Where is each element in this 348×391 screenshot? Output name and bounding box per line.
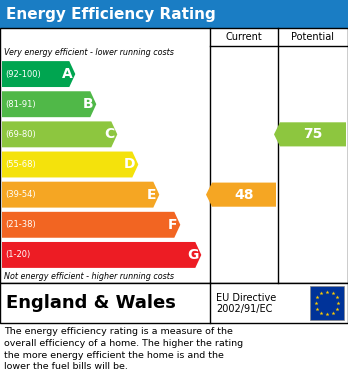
Text: G: G <box>187 248 198 262</box>
Text: Not energy efficient - higher running costs: Not energy efficient - higher running co… <box>4 272 174 281</box>
Text: (69-80): (69-80) <box>5 130 36 139</box>
Bar <box>0 28 348 283</box>
Polygon shape <box>2 91 96 117</box>
Polygon shape <box>274 122 346 146</box>
Text: England & Wales: England & Wales <box>6 294 176 312</box>
Text: (39-54): (39-54) <box>5 190 35 199</box>
Bar <box>0 283 348 323</box>
Text: Energy Efficiency Rating: Energy Efficiency Rating <box>6 7 216 22</box>
Polygon shape <box>2 212 180 238</box>
Text: (1-20): (1-20) <box>5 250 30 260</box>
Polygon shape <box>2 61 75 87</box>
Text: (55-68): (55-68) <box>5 160 36 169</box>
Text: 2002/91/EC: 2002/91/EC <box>216 304 272 314</box>
Text: F: F <box>168 218 177 232</box>
Polygon shape <box>2 121 117 147</box>
Text: Potential: Potential <box>292 32 334 42</box>
Text: Current: Current <box>226 32 262 42</box>
Bar <box>310 286 344 320</box>
Polygon shape <box>206 183 276 207</box>
Text: B: B <box>83 97 93 111</box>
Text: E: E <box>147 188 156 202</box>
Text: The energy efficiency rating is a measure of the
overall efficiency of a home. T: The energy efficiency rating is a measur… <box>4 327 243 371</box>
Text: 75: 75 <box>303 127 323 142</box>
Text: (92-100): (92-100) <box>5 70 41 79</box>
Bar <box>0 0 348 28</box>
Text: D: D <box>124 158 135 172</box>
Text: (81-91): (81-91) <box>5 100 35 109</box>
Polygon shape <box>2 152 138 178</box>
Text: 48: 48 <box>234 188 254 202</box>
Text: A: A <box>62 67 72 81</box>
Polygon shape <box>2 182 159 208</box>
Text: Very energy efficient - lower running costs: Very energy efficient - lower running co… <box>4 48 174 57</box>
Text: EU Directive: EU Directive <box>216 293 276 303</box>
Text: (21-38): (21-38) <box>5 220 36 229</box>
Text: C: C <box>104 127 114 142</box>
Polygon shape <box>2 242 201 268</box>
